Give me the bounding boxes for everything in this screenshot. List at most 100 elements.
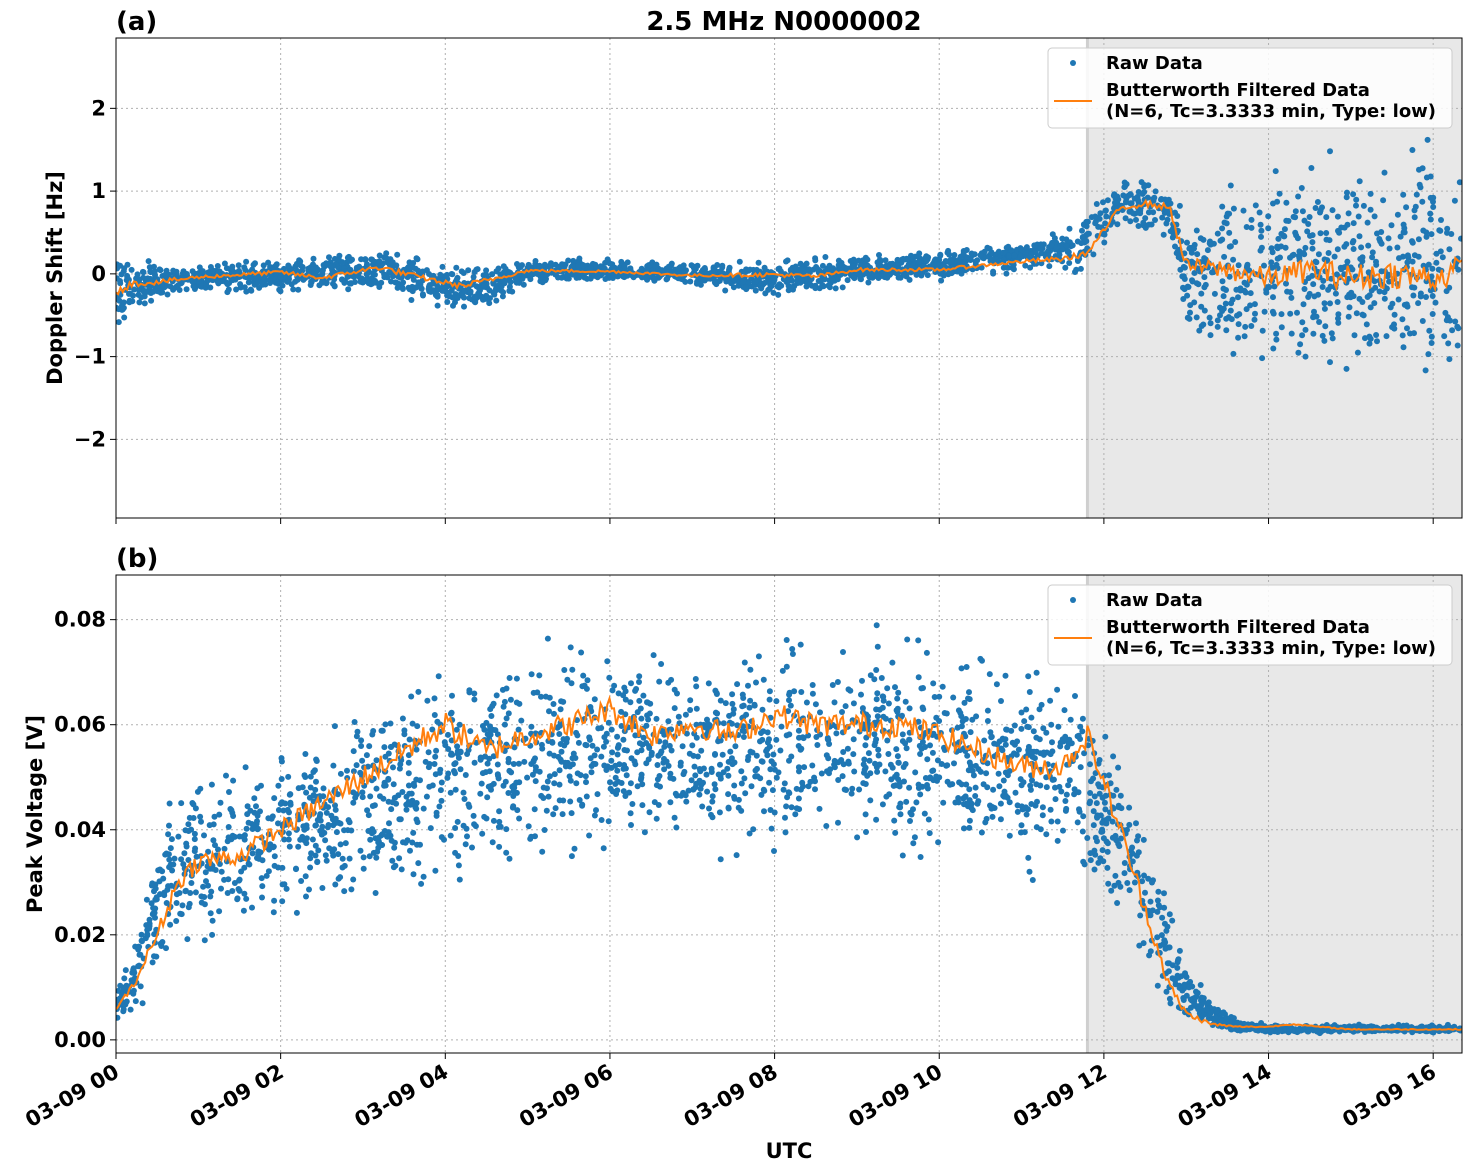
raw-data-point	[335, 851, 342, 858]
raw-data-point	[636, 740, 643, 747]
panel-label: (a)	[116, 7, 157, 37]
raw-data-point	[539, 279, 546, 286]
raw-data-point	[1334, 246, 1341, 253]
raw-data-point	[726, 266, 732, 273]
raw-data-point	[165, 831, 172, 838]
raw-data-point	[516, 700, 523, 707]
raw-data-point	[1200, 1011, 1207, 1018]
raw-data-point	[1416, 166, 1422, 173]
raw-data-point	[798, 689, 805, 695]
raw-data-point	[978, 264, 985, 271]
raw-data-point	[917, 854, 924, 860]
raw-data-point	[1202, 281, 1209, 288]
raw-data-point	[978, 829, 985, 836]
raw-data-point	[602, 276, 609, 282]
raw-data-point	[1032, 248, 1039, 255]
raw-data-point	[738, 768, 745, 775]
raw-data-point	[455, 853, 462, 859]
raw-data-point	[1097, 210, 1104, 217]
raw-data-point	[1103, 213, 1110, 220]
raw-data-point	[1411, 214, 1418, 221]
raw-data-point	[1316, 319, 1323, 325]
raw-data-point	[284, 278, 291, 285]
raw-data-point	[1011, 741, 1018, 748]
raw-data-point	[1426, 327, 1433, 334]
raw-data-point	[279, 898, 286, 905]
raw-data-point	[1166, 995, 1173, 1002]
raw-data-point	[812, 786, 818, 793]
raw-data-point	[759, 706, 766, 713]
raw-data-point	[1091, 847, 1098, 854]
raw-data-point	[1133, 216, 1139, 223]
raw-data-point	[414, 256, 421, 263]
raw-data-point	[968, 804, 975, 811]
raw-data-point	[972, 793, 979, 799]
raw-data-point	[1416, 181, 1423, 188]
raw-data-point	[195, 278, 202, 285]
raw-data-point	[530, 689, 537, 696]
raw-data-point	[381, 744, 388, 751]
raw-data-point	[822, 254, 829, 260]
raw-data-point	[567, 777, 574, 784]
raw-data-point	[839, 284, 846, 291]
raw-data-point	[401, 731, 408, 738]
raw-data-point	[137, 983, 144, 990]
raw-data-point	[1405, 254, 1412, 261]
raw-data-point	[531, 806, 538, 813]
raw-data-point	[740, 695, 747, 701]
raw-data-point	[1002, 672, 1009, 679]
raw-data-point	[258, 875, 265, 882]
raw-data-point	[269, 813, 276, 820]
raw-data-point	[770, 751, 777, 758]
raw-data-point	[892, 829, 899, 836]
raw-data-point	[1026, 868, 1033, 875]
raw-data-point	[231, 880, 238, 886]
raw-data-point	[233, 286, 240, 293]
raw-data-point	[1327, 359, 1333, 366]
raw-data-point	[1201, 307, 1208, 314]
raw-data-point	[1329, 335, 1336, 342]
raw-data-point	[1428, 231, 1435, 238]
raw-data-point	[166, 864, 173, 871]
raw-data-point	[817, 277, 824, 284]
raw-data-point	[1166, 960, 1172, 967]
raw-data-point	[731, 759, 738, 766]
raw-data-point	[544, 635, 551, 642]
raw-data-point	[1417, 293, 1424, 300]
raw-data-point	[341, 888, 348, 895]
raw-data-point	[532, 778, 539, 785]
raw-data-point	[785, 708, 792, 715]
raw-data-point	[1040, 725, 1047, 732]
raw-data-point	[1092, 213, 1099, 220]
raw-data-point	[127, 1006, 134, 1013]
raw-data-point	[1445, 340, 1452, 347]
raw-data-point	[1134, 837, 1140, 844]
raw-data-point	[788, 804, 795, 811]
raw-data-point	[427, 825, 434, 832]
raw-data-point	[927, 742, 933, 749]
raw-data-point	[605, 818, 612, 825]
raw-data-point	[944, 762, 951, 769]
raw-data-point	[1376, 236, 1383, 242]
raw-data-point	[1278, 311, 1285, 318]
raw-data-point	[509, 288, 516, 295]
raw-data-point	[1309, 272, 1316, 279]
raw-data-point	[1174, 964, 1181, 971]
raw-data-point	[892, 684, 898, 691]
raw-data-point	[364, 271, 371, 277]
raw-data-point	[543, 807, 550, 814]
raw-data-point	[1163, 988, 1170, 995]
raw-data-point	[1423, 229, 1430, 236]
raw-data-point	[679, 743, 686, 750]
raw-data-point	[141, 300, 148, 307]
raw-data-point	[862, 811, 869, 818]
raw-data-point	[903, 798, 910, 805]
raw-data-point	[1277, 254, 1283, 261]
raw-data-point	[1391, 321, 1397, 328]
raw-data-point	[1323, 230, 1330, 236]
raw-data-point	[899, 852, 906, 859]
raw-data-point	[1261, 262, 1267, 269]
raw-data-point	[906, 736, 913, 743]
raw-data-point	[1400, 191, 1407, 198]
raw-data-point	[1284, 288, 1291, 295]
